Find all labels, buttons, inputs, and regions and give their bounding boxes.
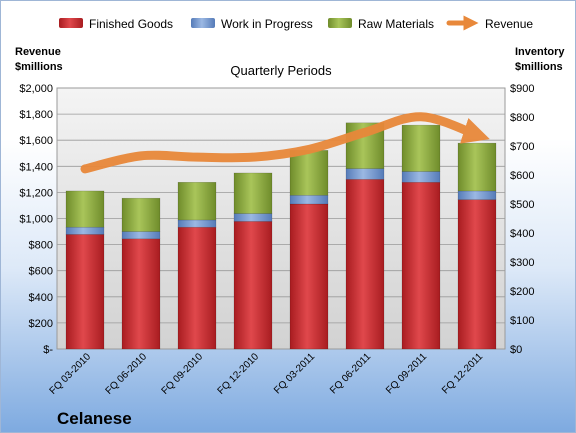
bar-finished-goods (401, 182, 441, 350)
left-tick-label: $1,000 (19, 214, 53, 226)
bar-work-in-progress (401, 171, 441, 183)
bar-work-in-progress (457, 190, 497, 200)
left-tick-label: $600 (29, 266, 53, 278)
bar-raw-materials (233, 172, 273, 214)
left-axis-ticks: $- $200 $400 $600 $800 $1,000 $1,200 $1,400 $1,6… (19, 83, 53, 356)
x-tick-label: FQ 09-2011 (384, 351, 429, 396)
legend-item-raw-materials: Raw Materials (328, 17, 434, 31)
bar-finished-goods (345, 179, 385, 350)
legend-swatch-work-in-progress (191, 18, 215, 28)
left-axis-title-line1: Revenue (15, 46, 61, 58)
left-tick-label: $2,000 (19, 83, 53, 95)
x-tick-label: FQ 03-2011 (272, 351, 317, 396)
legend-swatch-raw-materials (328, 18, 352, 28)
x-tick-label: FQ 06-2011 (328, 351, 373, 396)
x-tick-label: FQ 12-2010 (216, 351, 262, 397)
right-tick-label: $0 (510, 344, 522, 356)
left-tick-label: $1,400 (19, 161, 53, 173)
right-tick-label: $900 (510, 83, 534, 95)
legend-label-finished-goods: Finished Goods (89, 17, 173, 31)
legend: Finished Goods Work in Progress Raw Mate… (59, 15, 533, 31)
bar-raw-materials (177, 182, 217, 221)
x-tick-label: FQ 06-2010 (104, 351, 150, 397)
bar-work-in-progress (289, 195, 329, 205)
bar-finished-goods (233, 221, 273, 350)
left-tick-label: $1,800 (19, 109, 53, 121)
bar-work-in-progress (233, 213, 273, 222)
bar-raw-materials (65, 190, 105, 228)
bar-raw-materials (401, 124, 441, 172)
bar-raw-materials (121, 197, 161, 232)
revenue-line-path (80, 112, 490, 174)
legend-label-revenue: Revenue (485, 17, 533, 31)
right-tick-label: $500 (510, 199, 534, 211)
legend-label-work-in-progress: Work in Progress (221, 17, 313, 31)
bar-stacks (65, 122, 497, 350)
bar-raw-materials (289, 150, 329, 196)
legend-label-raw-materials: Raw Materials (358, 17, 434, 31)
legend-item-finished-goods: Finished Goods (59, 17, 173, 31)
right-tick-label: $700 (510, 141, 534, 153)
right-tick-label: $600 (510, 170, 534, 182)
left-tick-label: $800 (29, 240, 53, 252)
right-tick-label: $300 (510, 257, 534, 269)
bar-finished-goods (121, 238, 161, 350)
right-axis-ticks: $0 $100 $200 $300 $400 $500 $600 $700 $800 $900 (510, 83, 534, 356)
bar-raw-materials (457, 142, 497, 192)
left-tick-label: $1,600 (19, 135, 53, 147)
left-tick-label: $- (43, 344, 53, 356)
x-tick-label: FQ 03-2010 (48, 351, 94, 397)
bar-finished-goods (65, 234, 105, 350)
bar-finished-goods (177, 226, 217, 350)
right-tick-label: $800 (510, 112, 534, 124)
bar-work-in-progress (345, 168, 385, 180)
right-tick-label: $200 (510, 286, 534, 298)
legend-swatch-finished-goods (59, 18, 83, 28)
left-tick-label: $1,200 (19, 187, 53, 199)
right-tick-label: $100 (510, 315, 534, 327)
bar-finished-goods (457, 199, 497, 350)
legend-item-revenue: Revenue (446, 15, 533, 31)
left-tick-label: $400 (29, 292, 53, 304)
chart-title: Quarterly Periods (230, 63, 332, 78)
legend-item-work-in-progress: Work in Progress (191, 17, 313, 31)
company-name: Celanese (57, 409, 132, 428)
bar-work-in-progress (177, 219, 217, 228)
x-tick-label: FQ 12-2011 (440, 351, 485, 396)
x-tick-label: FQ 09-2010 (160, 351, 206, 397)
bar-work-in-progress (65, 226, 105, 235)
x-axis-ticks: FQ 03-2010 FQ 06-2010 FQ 09-2010 FQ 12-2010… (48, 351, 486, 397)
bar-work-in-progress (121, 231, 161, 240)
right-tick-label: $400 (510, 228, 534, 240)
bar-finished-goods (289, 203, 329, 350)
left-axis-title-line2: $millions (15, 61, 63, 73)
left-tick-label: $200 (29, 318, 53, 330)
right-axis-title-line2: $millions (515, 61, 563, 73)
revenue-line (80, 112, 490, 174)
right-axis-title-line1: Inventory (515, 46, 565, 58)
